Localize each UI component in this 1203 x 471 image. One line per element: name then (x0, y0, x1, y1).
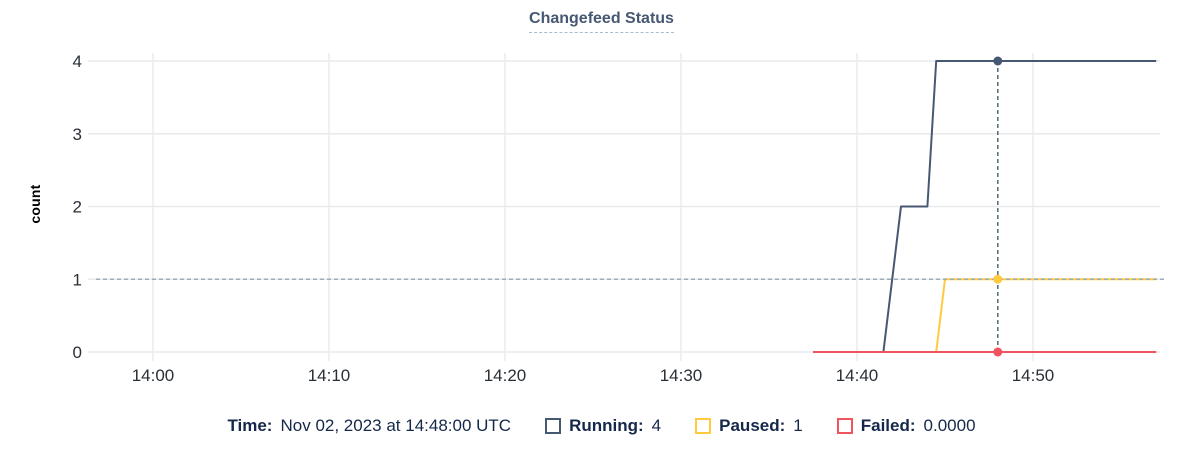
legend-running: Running: 4 (545, 416, 661, 436)
x-tick-label-14:20: 14:20 (484, 366, 527, 385)
paused-series-swatch-icon (695, 418, 712, 434)
legend-running-label: Running: (569, 416, 644, 435)
series-paused-line (935, 278, 1157, 353)
legend-paused-value: 1 (793, 416, 803, 435)
hover-point-running (993, 56, 1003, 66)
y-tick-label-4: 4 (73, 52, 82, 71)
legend-paused-label: Paused: (719, 416, 786, 435)
chart-title[interactable]: Changefeed Status (529, 10, 674, 33)
x-tick-label-14:10: 14:10 (308, 366, 351, 385)
x-tick-label-14:50: 14:50 (1012, 366, 1055, 385)
legend-time: Time: Nov 02, 2023 at 14:48:00 UTC (227, 416, 511, 436)
x-tick-label-14:30: 14:30 (660, 366, 703, 385)
failed-series-swatch-icon (836, 418, 853, 434)
y-axis-label: count (27, 184, 43, 224)
legend-failed-value: 0.0000 (923, 416, 976, 435)
x-tick-label-14:00: 14:00 (132, 366, 175, 385)
hover-point-failed (993, 347, 1003, 357)
hover-tooltip-legend: Time: Nov 02, 2023 at 14:48:00 UTC Runni… (0, 416, 1203, 436)
legend-time-label: Time: (227, 416, 273, 435)
y-tick-label-2: 2 (73, 198, 82, 217)
legend-failed: Failed: 0.0000 (836, 416, 976, 436)
changefeed-status-chart[interactable]: 0 1 2 3 4 14:00 14:10 14:20 14:30 14:40 14:50 (0, 0, 1203, 410)
legend-running-value: 4 (651, 416, 662, 435)
running-series-swatch-icon (545, 418, 562, 434)
y-tick-label-0: 0 (73, 343, 82, 362)
legend-paused: Paused: 1 (695, 416, 803, 436)
chart-title-row: Changefeed Status (0, 10, 1203, 33)
x-tick-label-14:40: 14:40 (836, 366, 879, 385)
legend-failed-label: Failed: (860, 416, 916, 435)
legend-time-value: Nov 02, 2023 at 14:48:00 UTC (280, 416, 512, 435)
hover-point-paused (993, 274, 1003, 284)
y-tick-label-1: 1 (73, 270, 82, 289)
y-tick-label-3: 3 (73, 125, 82, 144)
series-running-line (882, 60, 1157, 353)
